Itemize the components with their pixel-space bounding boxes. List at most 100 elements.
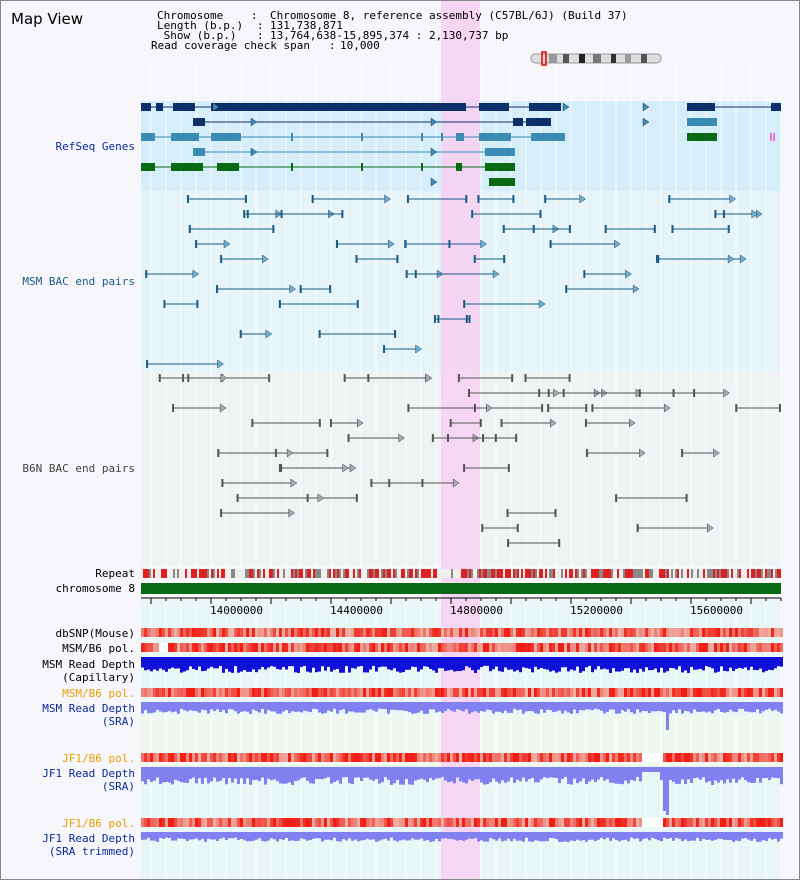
bac-end (220, 509, 223, 517)
read-depth-bar (345, 767, 348, 777)
read-depth-bar (267, 767, 270, 779)
read-depth-bar (780, 832, 783, 839)
read-depth-bar (492, 657, 495, 670)
read-depth-bar (489, 767, 492, 783)
read-depth-bar (531, 657, 534, 673)
heatmap-cell (198, 688, 201, 697)
track-label-msm-b6-pol-2[interactable]: MSM/B6 pol. (62, 687, 135, 700)
heatmap-cell (153, 628, 156, 637)
bac-end (236, 494, 239, 502)
heatmap-cell (639, 753, 642, 762)
track-label-msm-read-depth-capillary[interactable]: MSM Read Depth (Capillary) (42, 658, 135, 684)
heatmap-cell (630, 753, 633, 762)
read-depth-bar (453, 832, 456, 840)
heatmap-cell (396, 688, 399, 697)
heatmap-cell (336, 753, 339, 762)
heatmap-cell (660, 688, 663, 697)
read-depth-bar (210, 702, 213, 710)
repeat-element (423, 569, 425, 578)
read-depth-bar (228, 702, 231, 710)
repeat-element (207, 569, 209, 578)
heatmap-cell (282, 628, 285, 637)
heatmap-cell (480, 628, 483, 637)
heatmap-cell (609, 818, 612, 827)
heatmap-cell (582, 688, 585, 697)
read-depth-bar (768, 767, 771, 781)
heatmap-cell (720, 818, 723, 827)
heatmap-cell (540, 643, 543, 652)
read-depth-bar (504, 702, 507, 711)
read-depth-bar (195, 767, 198, 784)
read-depth-bar (429, 702, 432, 710)
track-label-jf1-b6-pol-1[interactable]: JF1/B6 pol. (62, 752, 135, 765)
heatmap-cell (684, 818, 687, 827)
heatmap-cell (702, 643, 705, 652)
heatmap-cell (603, 688, 606, 697)
read-depth-bar (657, 702, 660, 711)
heatmap-cell (414, 628, 417, 637)
heatmap-cell (729, 688, 732, 697)
read-depth-bar (540, 702, 543, 710)
repeat-element (667, 569, 669, 578)
heatmap-cell (504, 628, 507, 637)
heatmap-cell (570, 753, 573, 762)
heatmap-cell (306, 628, 309, 637)
heatmap-cell (291, 628, 294, 637)
heatmap-cell (372, 818, 375, 827)
read-depth-bar (249, 832, 252, 842)
read-depth-bar (363, 702, 366, 713)
track-label-msm-read-depth-sra[interactable]: MSM Read Depth (SRA) (42, 702, 135, 728)
heatmap-cell (150, 688, 153, 697)
repeat-element (433, 569, 435, 578)
heatmap-cell (714, 688, 717, 697)
repeat-element (503, 569, 505, 578)
read-depth-bar (204, 767, 207, 778)
heatmap-cell (582, 628, 585, 637)
heatmap-cell (633, 753, 636, 762)
heatmap-cell (594, 688, 597, 697)
read-depth-bar (213, 767, 216, 778)
repeat-element (593, 569, 595, 578)
read-depth-bar (435, 657, 438, 673)
read-depth-bar (534, 702, 537, 714)
heatmap-cell (777, 643, 780, 652)
track-label-msm-b6-pol-1[interactable]: MSM/B6 pol. (62, 642, 135, 655)
repeat-element (411, 569, 413, 578)
repeat-element (281, 569, 283, 578)
read-depth-bar (738, 767, 741, 780)
read-depth-bar (777, 702, 780, 712)
read-depth-bar (315, 702, 318, 710)
track-label-msm-bac[interactable]: MSM BAC end pairs (22, 275, 135, 288)
heatmap-cell (210, 688, 213, 697)
gene-exon (479, 133, 511, 141)
heatmap-cell (606, 643, 609, 652)
track-label-refseq[interactable]: RefSeq Genes (55, 140, 135, 153)
repeat-element (153, 569, 155, 578)
bac-end (465, 315, 468, 323)
read-depth-bar (756, 702, 759, 710)
read-depth-bar (780, 702, 783, 714)
read-depth-bar (675, 767, 678, 784)
repeat-element (647, 569, 649, 578)
read-depth-bar (369, 832, 372, 840)
heatmap-cell (603, 818, 606, 827)
read-depth-bar (747, 702, 750, 712)
track-label-dbsnp[interactable]: dbSNP(Mouse) (55, 627, 135, 640)
heatmap-cell (306, 688, 309, 697)
track-label-jf1-b6-pol-2[interactable]: JF1/B6 pol. (62, 817, 135, 830)
read-depth-bar (588, 767, 591, 782)
track-label-b6n-bac[interactable]: B6N BAC end pairs (22, 462, 135, 475)
read-depth-bar (237, 767, 240, 785)
track-label-jf1-read-depth-sra[interactable]: JF1 Read Depth (SRA) (42, 767, 135, 793)
heatmap-cell (492, 818, 495, 827)
track-label-repeat[interactable]: Repeat (95, 567, 135, 580)
heatmap-cell (543, 628, 546, 637)
read-depth-bar (735, 767, 738, 783)
heatmap-cell (750, 628, 753, 637)
heatmap-cell (465, 818, 468, 827)
track-label-jf1-read-depth-trimmed[interactable]: JF1 Read Depth (SRA trimmed) (42, 832, 135, 858)
heatmap-cell (375, 818, 378, 827)
read-depth-bar (411, 767, 414, 785)
heatmap-cell (228, 818, 231, 827)
